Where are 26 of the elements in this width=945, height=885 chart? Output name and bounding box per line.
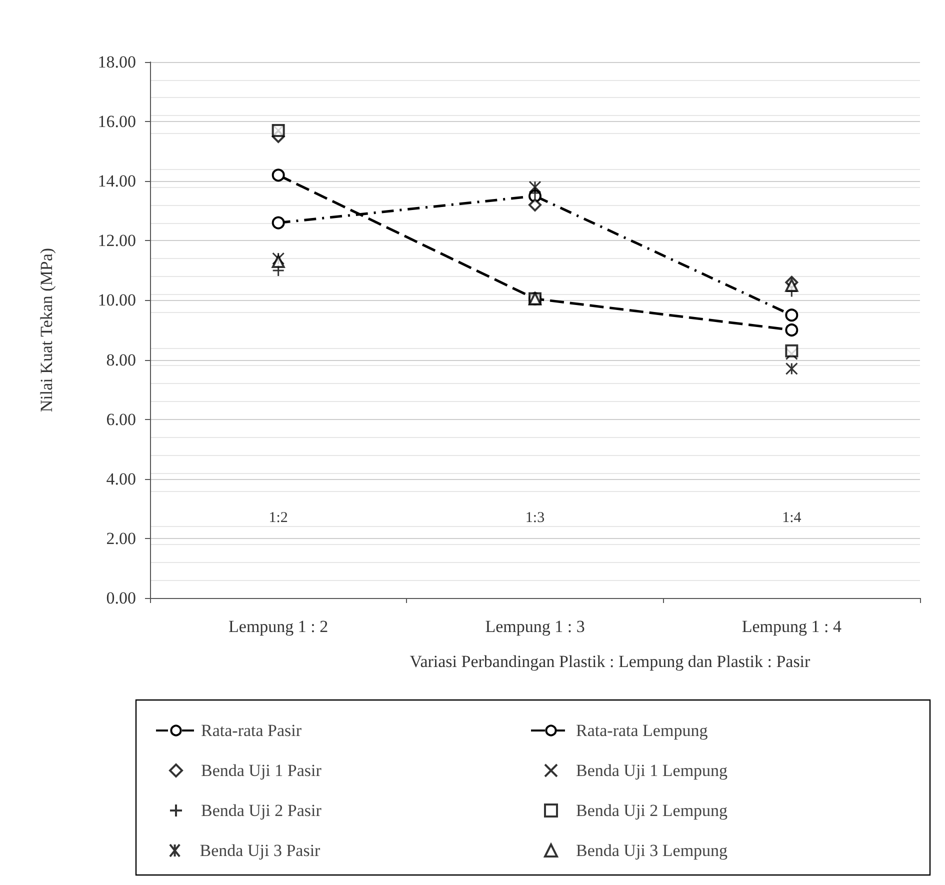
annotation: 1:3 [525,510,545,526]
legend-label: Benda Uji 2 Pasir [201,801,322,820]
legend-label: Benda Uji 2 Lempung [576,801,728,820]
y-tick-label: 2.00 [106,528,136,548]
legend-label: Benda Uji 1 Lempung [576,761,728,780]
y-axis-title: Nilai Kuat Tekan (MPa) [37,248,56,412]
y-tick-label: 14.00 [98,172,136,191]
y-tick-label: 12.00 [98,231,136,250]
y-tick-label: 10.00 [98,290,136,310]
x-tick-label: Lempung 1 : 4 [742,617,842,636]
x-tick-label: Lempung 1 : 3 [485,617,585,636]
y-tick-label: 0.00 [106,588,136,608]
y-tick-label: 18.00 [98,52,136,72]
y-tick-label: 6.00 [106,410,136,429]
annotation: 1:4 [782,510,802,526]
x-tick-label: Lempung 1 : 2 [228,617,328,636]
y-tick-label: 8.00 [106,350,136,370]
legend-label: Benda Uji 3 Pasir [200,841,321,860]
legend-label: Rata-rata Pasir [201,721,302,740]
legend-label: Rata-rata Lempung [576,721,708,740]
legend-label: Benda Uji 3 Lempung [576,841,728,860]
y-tick-label: 4.00 [106,469,136,488]
y-tick-label: 16.00 [98,112,136,132]
annotation: 1:2 [268,510,288,526]
legend-label: Benda Uji 1 Pasir [201,761,322,780]
x-axis-title: Variasi Perbandingan Plastik : Lempung dan Plastik : Pasir [410,652,811,671]
